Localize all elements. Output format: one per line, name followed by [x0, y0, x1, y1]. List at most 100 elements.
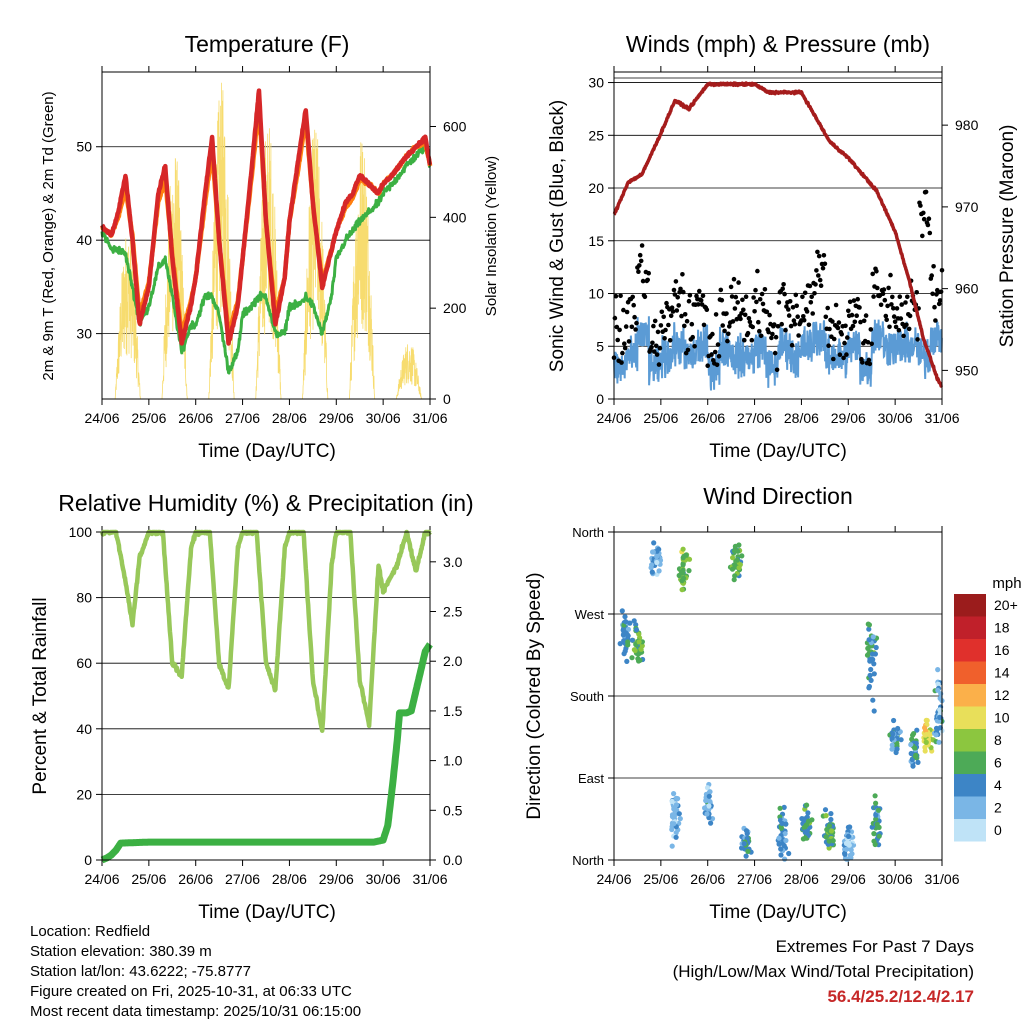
gust-point	[796, 333, 801, 338]
winds-y-tick-label: 15	[588, 233, 604, 249]
winds-y-tick-label: 20	[588, 180, 604, 196]
colorbar-swatch	[954, 684, 986, 707]
gust-point	[815, 249, 820, 255]
gust-point	[782, 291, 787, 297]
wind-direction-point	[649, 569, 655, 575]
gust-point	[868, 327, 874, 332]
gust-point	[874, 269, 879, 274]
wind-direction-y-tick-label: East	[578, 771, 604, 786]
wind-direction-point	[866, 637, 872, 643]
wind-direction-point	[875, 807, 882, 813]
wind-direction-point	[873, 812, 879, 818]
wind-direction-point	[866, 685, 872, 691]
gust-point	[714, 362, 720, 368]
gust-point	[812, 291, 817, 296]
gust-point	[690, 334, 695, 340]
temperature-y2-tick-label: 200	[443, 300, 467, 316]
gust-point	[850, 323, 856, 329]
humidity-y-tick-label: 20	[76, 786, 92, 802]
humidity-line	[99, 529, 432, 733]
gust-point	[883, 313, 889, 319]
extremes-values: 56.4/25.2/12.4/2.17	[827, 987, 974, 1006]
winds-panel: Winds (mph) & Pressure (mb) 0 5 10 15 20 25 30…	[547, 31, 1018, 462]
wind-direction-point	[893, 749, 899, 756]
gust-point	[704, 307, 710, 313]
gust-point	[637, 252, 643, 258]
wind-direction-point	[872, 841, 878, 848]
gust-point	[807, 283, 813, 289]
gust-point	[674, 308, 680, 313]
gust-point	[734, 316, 740, 322]
wind-direction-point	[935, 667, 941, 673]
colorbar-swatch	[954, 594, 986, 617]
gust-point	[932, 304, 937, 310]
wind-direction-point	[671, 821, 677, 827]
wind-direction-point	[865, 645, 871, 652]
wind-direction-point	[745, 848, 751, 855]
temperature-y2-tick-label: 600	[443, 119, 467, 135]
gust-point	[930, 291, 935, 297]
temperature-x-tick-label: 29/06	[319, 410, 354, 426]
humidity-x-tick-label: 24/06	[84, 871, 119, 887]
wind-direction-point	[870, 697, 876, 703]
wind-direction-point	[677, 816, 683, 822]
wind-direction-point	[650, 549, 656, 555]
wind-direction-point	[624, 658, 630, 665]
gust-point	[622, 341, 627, 347]
gust-point	[713, 312, 719, 317]
gust-point	[795, 314, 800, 320]
gust-point	[772, 322, 777, 327]
colorbar-label: 14	[994, 665, 1010, 681]
colorbar-swatch	[954, 661, 986, 684]
gust-point	[810, 311, 815, 316]
wind-direction-point	[651, 540, 657, 546]
gust-point	[869, 341, 874, 347]
gust-point	[827, 326, 832, 332]
wind-direction-y-tick-label: North	[572, 853, 604, 868]
wind-direction-point	[629, 637, 636, 643]
wind-direction-point	[617, 641, 623, 647]
humidity-x-tick-label: 28/06	[272, 871, 307, 887]
humidity-y2-tick-label: 2.0	[443, 653, 463, 669]
wind-direction-title: Wind Direction	[703, 483, 853, 509]
gust-point	[738, 316, 743, 322]
gust-point	[865, 340, 871, 345]
gust-point	[732, 306, 738, 311]
gust-point	[654, 352, 660, 357]
gust-point	[615, 337, 620, 343]
gust-point	[757, 328, 762, 334]
wind-direction-point	[702, 805, 708, 811]
wind-direction-point	[895, 725, 901, 732]
winds-x-tick-label: 27/06	[737, 410, 772, 426]
wind-direction-point	[778, 852, 784, 858]
wind-direction-point	[822, 807, 829, 813]
wind-direction-point	[704, 785, 711, 791]
wind-direction-point	[909, 736, 915, 742]
wind-direction-point	[739, 553, 745, 559]
humidity-plot-frame	[101, 531, 431, 861]
gust-point	[739, 311, 744, 316]
gust-point	[920, 233, 925, 239]
wind-direction-point	[743, 828, 750, 834]
gust-point	[905, 294, 910, 300]
gust-point	[726, 331, 731, 337]
gust-point	[709, 352, 714, 357]
wind-direction-point	[622, 614, 628, 620]
wind-direction-point	[679, 587, 685, 593]
winds-y-tick-label: 10	[588, 286, 604, 302]
wind-direction-point	[935, 681, 941, 687]
gust-point	[914, 290, 919, 295]
gust-point	[857, 305, 862, 310]
gust-point	[841, 355, 846, 361]
gust-point	[755, 268, 760, 274]
wind-direction-point	[828, 828, 835, 834]
gust-point	[646, 270, 651, 276]
gust-point	[891, 306, 896, 311]
gust-point	[671, 287, 677, 293]
winds-x-tick-label: 30/06	[878, 410, 913, 426]
humidity-y2-tick-label: 3.0	[443, 554, 463, 570]
wind-direction-point	[654, 553, 660, 560]
wind-direction-point	[933, 725, 940, 732]
gust-point	[870, 271, 875, 277]
gust-point	[830, 319, 835, 324]
